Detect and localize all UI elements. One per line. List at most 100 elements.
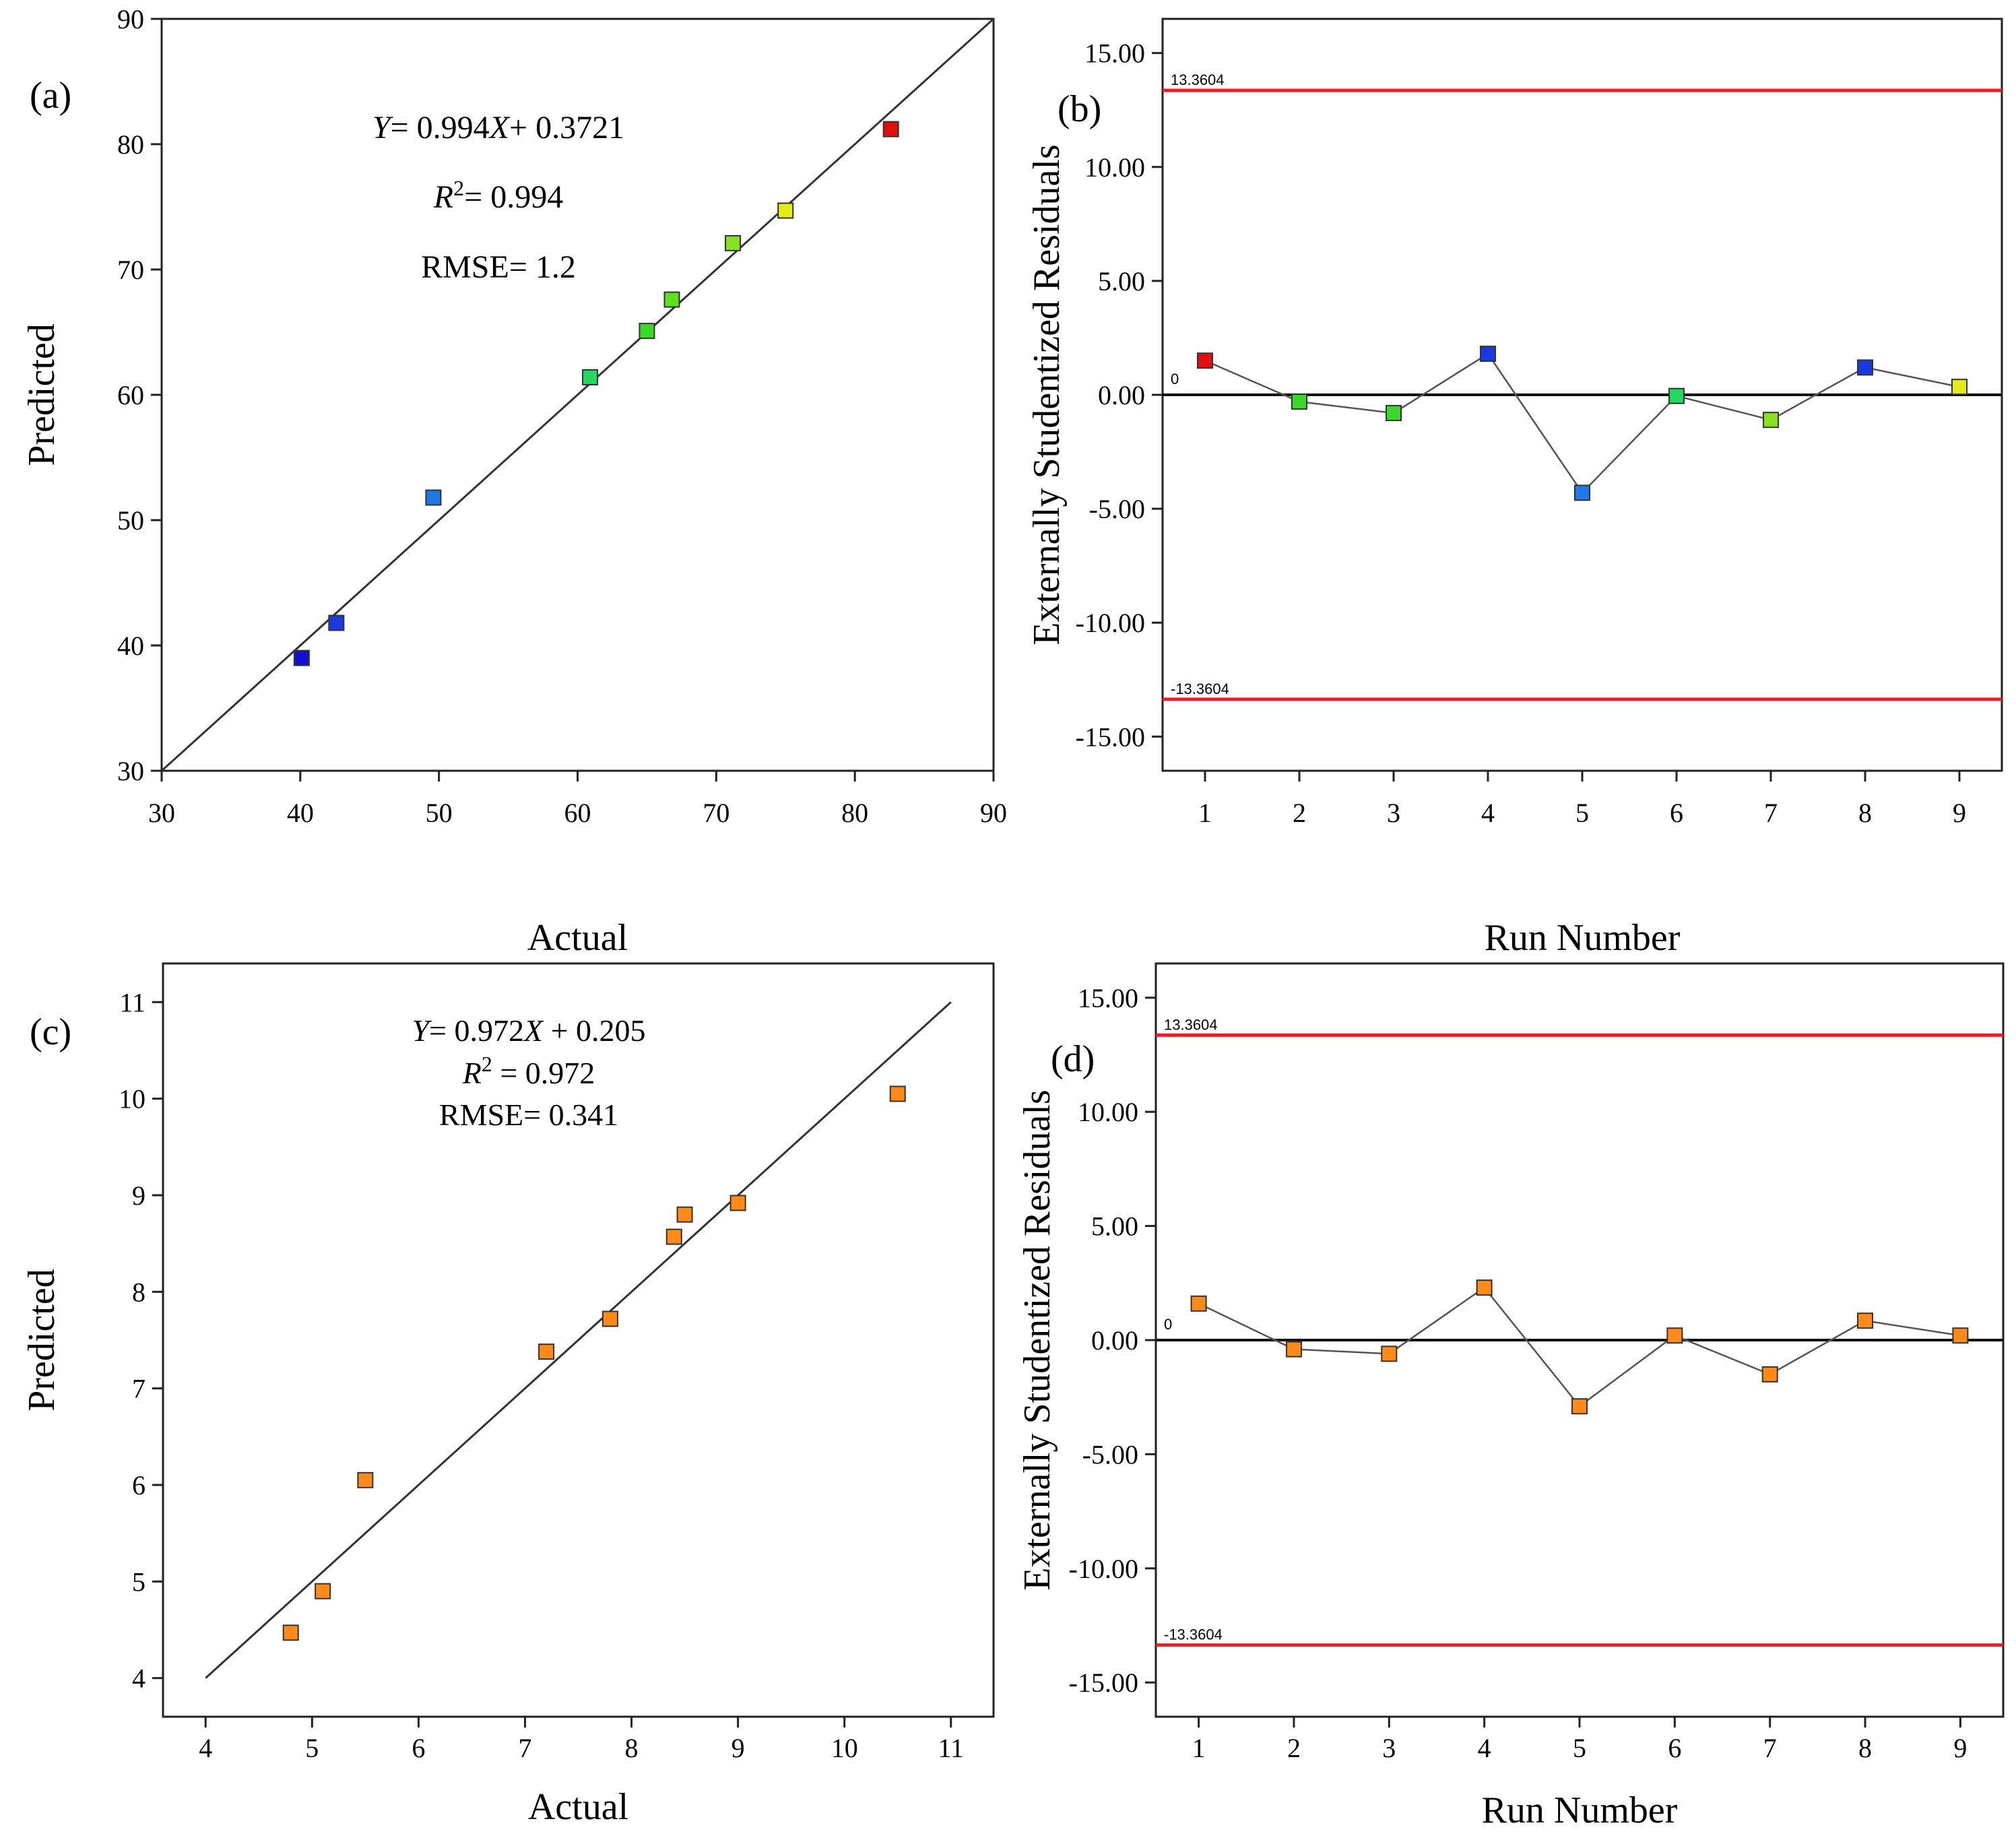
panel-d: (d) Run Number Externally Studentized Resi… xyxy=(1016,962,2005,1831)
y-tick-label: 5.00 xyxy=(1091,1211,1138,1242)
x-tick-label: 3 xyxy=(1387,798,1400,828)
plot-frame xyxy=(162,962,995,1718)
y-tick-label: 11 xyxy=(119,987,145,1017)
data-point xyxy=(538,1343,555,1360)
x-tick-label: 9 xyxy=(1953,798,1966,828)
x-tick-label: 10 xyxy=(831,1733,858,1763)
panel-label: (b) xyxy=(1058,88,1101,130)
panel-label: (a) xyxy=(30,75,71,117)
x-tick-label: 7 xyxy=(518,1733,531,1763)
residual-series-line xyxy=(1204,352,1960,495)
x-tick-label: 5 xyxy=(1575,798,1589,828)
data-point xyxy=(1381,1345,1398,1362)
lower-limit-label: -13.3604 xyxy=(1164,1626,1223,1643)
data-point xyxy=(1571,1398,1588,1415)
x-tick-label: 30 xyxy=(148,798,175,828)
rmse: RMSE= 1.2 xyxy=(421,249,576,285)
data-point xyxy=(1386,405,1402,422)
fit-equation: Y= 0.994X+ 0.3721 xyxy=(372,110,624,146)
data-point xyxy=(1857,359,1873,376)
x-tick-label: 6 xyxy=(412,1733,425,1763)
x-tick-label: 11 xyxy=(938,1733,965,1763)
x-tick-label: 4 xyxy=(1478,1733,1491,1763)
data-point xyxy=(1291,393,1307,410)
x-tick-label: 90 xyxy=(980,798,1007,828)
fit-equation: Y= 0.972X + 0.205 xyxy=(412,1013,645,1048)
y-tick-label: 40 xyxy=(117,631,144,661)
y-axis-label: Predicted xyxy=(21,1269,63,1411)
data-point xyxy=(582,369,599,385)
y-tick-label: 10.00 xyxy=(1084,152,1145,183)
x-axis-label: Actual xyxy=(528,1786,628,1828)
data-point xyxy=(639,323,655,340)
x-tick-label: 50 xyxy=(426,798,453,828)
x-axis-label: Actual xyxy=(527,917,628,959)
rmse: RMSE= 0.341 xyxy=(439,1098,618,1132)
x-tick-label: 60 xyxy=(564,798,591,828)
data-point xyxy=(1761,1366,1778,1383)
y-axis-label: Externally Studentized Residuals xyxy=(1026,144,1068,645)
y-tick-label: 9 xyxy=(132,1180,145,1211)
data-point xyxy=(663,291,680,308)
x-tick-label: 3 xyxy=(1382,1733,1396,1763)
panel-b: (b) Run Number Externally Studentized Resi… xyxy=(1026,18,2003,959)
y-tick-label: -5.00 xyxy=(1082,1439,1138,1469)
y-tick-label: 50 xyxy=(117,505,144,536)
data-point xyxy=(1197,352,1213,369)
x-tick-label: 2 xyxy=(1287,1733,1301,1763)
y-tick-label: -10.00 xyxy=(1069,1554,1138,1584)
y-tick-label: 30 xyxy=(117,756,144,786)
x-tick-label: 4 xyxy=(199,1733,212,1763)
y-tick-label: 0.00 xyxy=(1098,380,1145,410)
data-point xyxy=(328,614,345,631)
x-tick-label: 7 xyxy=(1764,798,1778,828)
data-point xyxy=(1952,1327,1969,1344)
y-tick-label: 0.00 xyxy=(1091,1325,1138,1356)
x-axis-label: Run Number xyxy=(1485,917,1681,959)
y-tick-label: 70 xyxy=(117,255,144,285)
fit-line xyxy=(160,18,995,772)
data-point xyxy=(315,1583,331,1599)
x-tick-label: 5 xyxy=(305,1733,319,1763)
data-point xyxy=(725,234,742,251)
x-tick-label: 8 xyxy=(625,1733,639,1763)
x-tick-label: 6 xyxy=(1670,798,1683,828)
x-tick-label: 2 xyxy=(1293,798,1306,828)
panel-c: (c) Actual Predicted 4 5 6 7 8 9 10 11 4 5 6 7 8 9 10 11 Y=… xyxy=(21,962,995,1828)
y-tick-label: -10.00 xyxy=(1076,608,1145,638)
upper-limit-label: 13.3604 xyxy=(1164,1016,1218,1033)
r-squared: R2= 0.994 xyxy=(433,176,563,215)
data-point xyxy=(889,1085,906,1102)
data-point xyxy=(729,1195,746,1211)
x-tick-label: 1 xyxy=(1192,1733,1206,1763)
y-tick-label: -5.00 xyxy=(1089,494,1145,524)
y-tick-label: 8 xyxy=(132,1277,145,1307)
y-tick-label: 5 xyxy=(132,1566,145,1597)
data-point xyxy=(665,1228,682,1245)
y-tick-label: 10.00 xyxy=(1078,1097,1138,1127)
x-tick-label: 9 xyxy=(1953,1733,1967,1763)
data-point xyxy=(1480,346,1496,362)
data-point xyxy=(357,1471,374,1488)
data-point xyxy=(1574,484,1590,501)
upper-limit-label: 13.3604 xyxy=(1171,71,1225,88)
x-tick-label: 9 xyxy=(731,1733,745,1763)
y-tick-label: 80 xyxy=(117,129,144,160)
data-point xyxy=(882,121,899,137)
y-tick-label: -15.00 xyxy=(1069,1668,1138,1698)
x-tick-label: 1 xyxy=(1198,798,1212,828)
data-point xyxy=(1666,1327,1683,1344)
data-point xyxy=(282,1624,299,1641)
y-tick-label: 5.00 xyxy=(1098,266,1145,296)
y-tick-label: 90 xyxy=(117,4,144,34)
y-tick-label: 60 xyxy=(117,380,144,410)
data-point xyxy=(1857,1312,1874,1329)
data-point xyxy=(293,649,310,666)
lower-limit-label: -13.3604 xyxy=(1171,680,1229,697)
x-tick-label: 6 xyxy=(1668,1733,1681,1763)
y-axis-label: Externally Studentized Residuals xyxy=(1016,1089,1058,1590)
zero-label: 0 xyxy=(1164,1316,1172,1333)
data-point xyxy=(1951,379,1968,395)
y-tick-label: 7 xyxy=(132,1374,145,1404)
x-tick-label: 4 xyxy=(1481,798,1495,828)
